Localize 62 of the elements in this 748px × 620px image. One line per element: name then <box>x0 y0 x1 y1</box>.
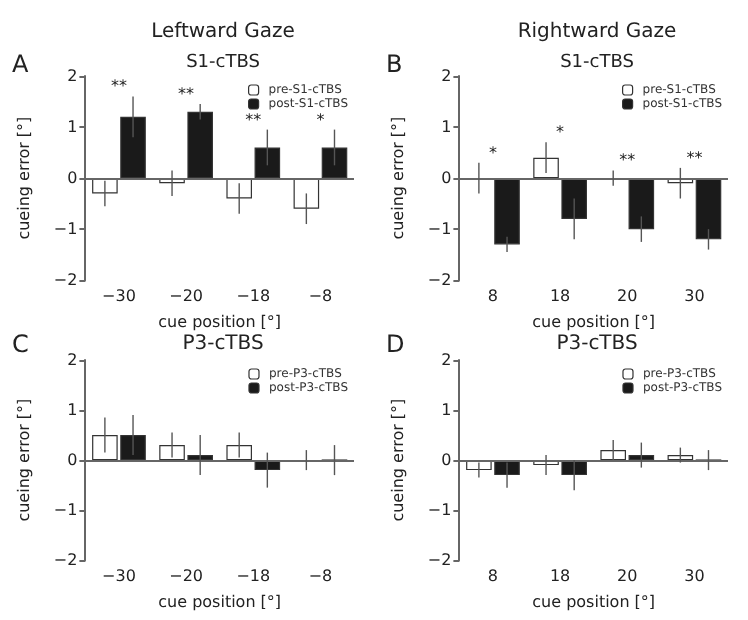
annotation: ** <box>686 148 703 167</box>
y-tick-label: −1 <box>53 220 78 239</box>
chart-title: P3-cTBS <box>182 333 264 355</box>
x-tick-label: 8 <box>487 287 499 306</box>
x-tick-label: −18 <box>236 567 271 586</box>
x-axis-title: cue position [°] <box>532 593 656 611</box>
x-tick-label: −18 <box>236 287 271 306</box>
x-tick-label: 20 <box>617 567 638 586</box>
text: C <box>12 330 29 358</box>
chart-subtitle: S1-cTBS <box>186 53 261 73</box>
annotation: * <box>488 143 497 162</box>
text: A <box>12 50 30 78</box>
annotation: * <box>556 123 565 142</box>
chart-title: Leftward Gaze <box>151 21 295 43</box>
x-tick-label: 8 <box>487 567 499 586</box>
y-tick-label: 2 <box>67 67 78 85</box>
y-tick-label: 1 <box>67 401 78 420</box>
x-tick-label: −20 <box>169 287 204 306</box>
y-axis-title: cueing error [°] <box>389 398 407 522</box>
text: D <box>386 330 405 358</box>
chart-title: P3-cTBS <box>556 333 638 355</box>
y-axis-title: cueing error [°] <box>389 116 407 240</box>
y-tick-label: 0 <box>441 169 452 188</box>
x-tick-label: 18 <box>549 287 571 306</box>
y-axis-title: cueing error [°] <box>15 398 33 522</box>
chart-title: Rightward Gaze <box>517 21 677 43</box>
x-axis-title: cue position [°] <box>158 313 282 331</box>
y-tick-label: 1 <box>441 118 452 137</box>
x-tick-label: −8 <box>308 567 333 586</box>
y-tick-label: 1 <box>67 118 78 137</box>
annotation: ** <box>178 85 195 104</box>
x-tick-label: 20 <box>617 287 638 306</box>
y-tick-label: 0 <box>441 451 452 470</box>
y-tick-label: −2 <box>53 271 78 290</box>
annotation: ** <box>245 110 262 129</box>
x-axis-title: cue position [°] <box>532 313 656 331</box>
annotation: * <box>316 110 325 129</box>
x-tick-label: 30 <box>684 287 705 306</box>
x-tick-label: 30 <box>684 567 705 586</box>
x-tick-label: −30 <box>102 287 136 306</box>
annotation: ** <box>110 77 127 96</box>
y-tick-label: 2 <box>441 351 452 369</box>
y-tick-label: 0 <box>67 169 78 188</box>
y-tick-label: −1 <box>53 501 78 520</box>
y-tick-label: −1 <box>427 501 452 520</box>
annotation: ** <box>619 151 636 170</box>
x-tick-label: −20 <box>169 567 204 586</box>
y-tick-label: 2 <box>67 351 78 369</box>
y-tick-label: 2 <box>441 67 452 85</box>
y-tick-label: 0 <box>67 451 78 470</box>
x-axis-title: cue position [°] <box>158 593 282 611</box>
y-tick-label: −2 <box>53 551 78 570</box>
text: B <box>386 50 403 78</box>
y-tick-label: −2 <box>427 551 452 570</box>
y-axis-title: cueing error [°] <box>15 116 33 240</box>
chart-subtitle: S1-cTBS <box>560 53 635 73</box>
x-tick-label: 18 <box>549 567 571 586</box>
y-tick-label: −2 <box>427 271 452 290</box>
y-tick-label: 1 <box>441 401 452 420</box>
x-tick-label: −8 <box>308 287 333 306</box>
y-tick-label: −1 <box>427 220 452 239</box>
x-tick-label: −30 <box>102 567 136 586</box>
